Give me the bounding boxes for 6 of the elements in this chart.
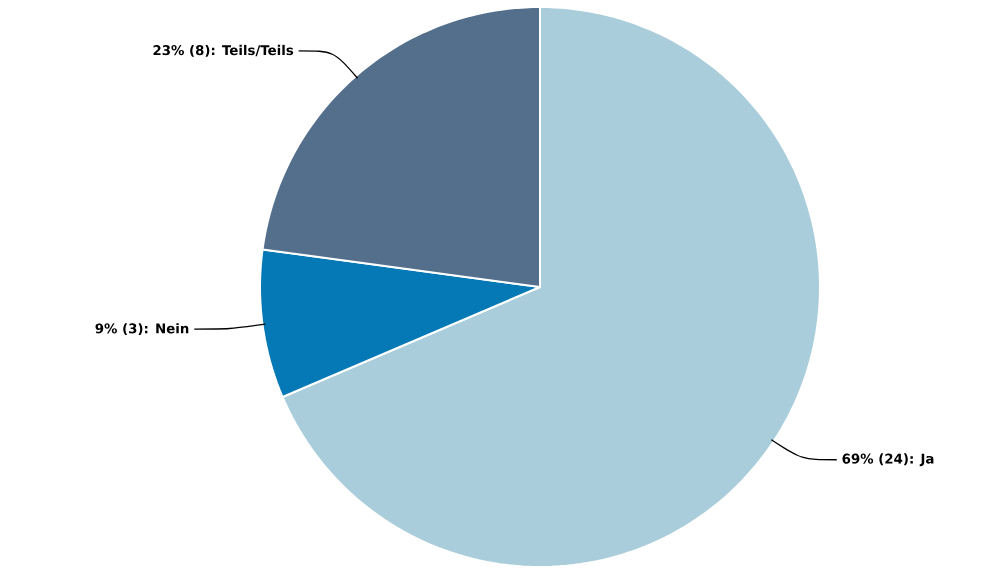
slice-label: Nein [156,323,189,334]
data-label: 9% (3): [95,323,148,336]
slice-label: Ja [919,453,934,467]
slice-label: Teils/Teils [222,44,294,57]
data-label: 23% (8): [153,44,215,57]
data-label: 69% (24): [842,453,913,466]
